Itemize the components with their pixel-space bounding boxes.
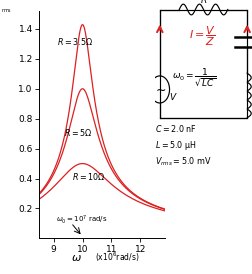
Text: $R = 3.5\Omega$: $R = 3.5\Omega$	[57, 36, 93, 47]
Text: $R = 5\Omega$: $R = 5\Omega$	[64, 127, 92, 138]
Text: R: R	[200, 0, 207, 5]
Bar	[160, 10, 247, 118]
Text: $L = 5.0$ μH: $L = 5.0$ μH	[155, 139, 197, 152]
Text: $V_{rms} = 5.0$ mV: $V_{rms} = 5.0$ mV	[155, 155, 212, 168]
Text: $\omega_0 = \dfrac{1}{\sqrt{LC}}$: $\omega_0 = \dfrac{1}{\sqrt{LC}}$	[172, 67, 216, 88]
Text: $\sim$: $\sim$	[153, 83, 167, 96]
Text: $C = 2.0$ nF: $C = 2.0$ nF	[155, 122, 197, 133]
Text: V: V	[169, 93, 175, 102]
Text: $\omega$: $\omega$	[72, 253, 82, 263]
Text: $R = 10\Omega$: $R = 10\Omega$	[72, 171, 106, 182]
Text: $_{\rm rms}$: $_{\rm rms}$	[1, 8, 12, 15]
Text: $\omega_0 = 10^7$ rad/s: $\omega_0 = 10^7$ rad/s	[56, 213, 107, 226]
Text: (x10$^6$rad/s): (x10$^6$rad/s)	[95, 251, 139, 264]
Text: $I = \dfrac{V}{Z}$: $I = \dfrac{V}{Z}$	[189, 25, 216, 48]
